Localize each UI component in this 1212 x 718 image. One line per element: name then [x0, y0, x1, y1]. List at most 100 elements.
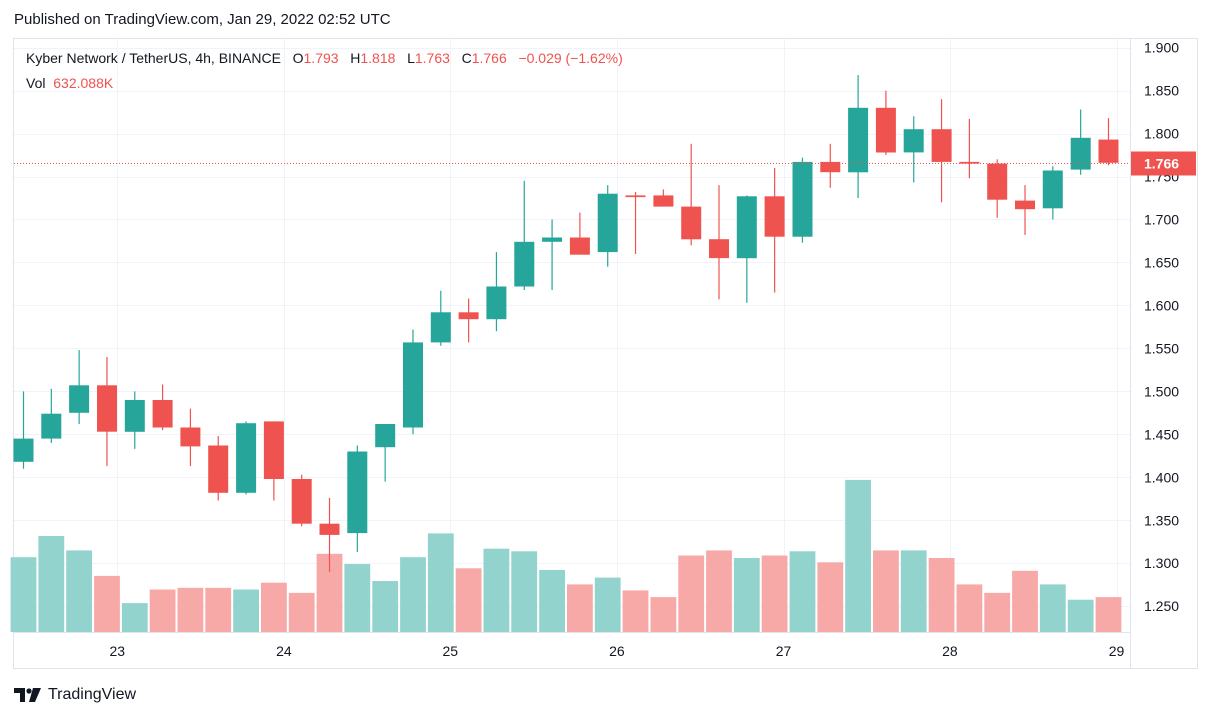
volume-bar: [1067, 599, 1094, 632]
candle-body: [486, 286, 507, 320]
candle: [291, 474, 312, 527]
volume-bar: [94, 575, 120, 632]
volume-bar: [678, 555, 705, 632]
grid: [14, 39, 1130, 632]
candle-body: [236, 423, 257, 493]
candle-body: [569, 237, 590, 255]
low-value: 1.763: [414, 50, 450, 66]
candle-body: [375, 424, 396, 448]
symbol-legend: Kyber Network / TetherUS, 4h, BINANCE O1…: [26, 50, 623, 66]
candle-body: [542, 237, 563, 242]
candle: [931, 99, 952, 203]
candle-body: [820, 161, 841, 173]
volume-bar: [483, 548, 510, 632]
volume-bar: [261, 582, 287, 632]
close-value: 1.766: [471, 50, 507, 66]
candle-body: [792, 161, 813, 237]
volume-bars: [10, 479, 1122, 633]
volume-bar: [539, 570, 565, 632]
volume-bar: [845, 479, 871, 633]
chart-frame: [13, 38, 1198, 669]
candle-body: [959, 161, 980, 164]
volume-label: Vol: [26, 75, 46, 91]
volume-legend: Vol 632.088K: [26, 75, 113, 91]
tradingview-logo[interactable]: TradingView: [14, 686, 136, 704]
candle: [152, 384, 173, 430]
candle-body: [875, 107, 896, 153]
candle: [681, 143, 702, 246]
volume-bar: [567, 584, 593, 632]
price-tick-label: 1.300: [1144, 555, 1179, 571]
price-tick-label: 1.800: [1144, 126, 1179, 142]
time-tick-label: 23: [110, 643, 126, 659]
tradingview-logo-text: TradingView: [48, 686, 137, 703]
high-value: 1.818: [360, 50, 396, 66]
volume-bar: [10, 557, 37, 632]
candle-body: [347, 451, 368, 534]
candle-body: [903, 129, 924, 153]
volume-bar: [205, 587, 232, 632]
volume-bar: [817, 562, 844, 632]
candle: [820, 143, 841, 188]
time-tick-label: 29: [1109, 643, 1125, 659]
candle: [486, 252, 507, 332]
candle-body: [931, 129, 952, 162]
volume-bar: [761, 555, 788, 632]
price-tick-label: 1.350: [1144, 512, 1179, 528]
volume-bar: [66, 550, 92, 632]
open-value: 1.793: [303, 50, 339, 66]
candle: [180, 408, 201, 467]
candle-body: [1042, 170, 1063, 209]
candle-body: [987, 163, 1008, 200]
candle-body: [430, 312, 451, 343]
volume-bar: [1095, 597, 1122, 632]
price-tick-label: 1.650: [1144, 254, 1179, 270]
candles: [13, 75, 1119, 572]
candle-body: [403, 342, 423, 428]
candle: [959, 118, 980, 179]
price-tick-label: 1.500: [1144, 383, 1179, 399]
volume-bar: [594, 577, 621, 632]
volume-bar: [427, 533, 454, 632]
volume-bar: [928, 558, 955, 632]
candle: [375, 424, 396, 482]
price-tick-label: 1.900: [1144, 40, 1179, 56]
last-price-badge: [1131, 151, 1196, 176]
candle-body: [848, 107, 869, 173]
candle: [97, 357, 117, 467]
volume-bar: [511, 551, 538, 633]
candle-body: [13, 438, 34, 462]
candle-body: [208, 445, 229, 493]
price-tick-label: 1.850: [1144, 83, 1179, 99]
candle-body: [458, 312, 479, 320]
candle: [514, 180, 535, 290]
candle: [124, 391, 145, 449]
price-tick-label: 1.450: [1144, 426, 1179, 442]
candle-body: [124, 400, 145, 432]
volume-bar: [400, 557, 426, 632]
candle-body: [69, 385, 90, 413]
candle: [736, 195, 757, 303]
candle-body: [1070, 137, 1091, 170]
candle: [875, 90, 896, 155]
candle: [458, 298, 479, 343]
candle: [1042, 166, 1063, 220]
close-label: C: [461, 50, 472, 66]
candle: [41, 388, 62, 443]
time-tick-label: 28: [942, 643, 958, 659]
volume-bar: [789, 551, 816, 633]
volume-bar: [233, 589, 259, 632]
candle: [792, 157, 813, 243]
candle: [653, 189, 674, 207]
candle: [69, 350, 90, 424]
high-label: H: [350, 50, 361, 66]
volume-bar: [1012, 570, 1038, 632]
volume-bar: [38, 536, 65, 632]
candle-body: [97, 385, 117, 432]
symbol-title: Kyber Network / TetherUS, 4h, BINANCE: [26, 50, 281, 66]
volume-bar: [900, 550, 927, 632]
candle-body: [319, 523, 340, 535]
candle-body: [1015, 200, 1035, 210]
volume-bar: [873, 550, 899, 632]
